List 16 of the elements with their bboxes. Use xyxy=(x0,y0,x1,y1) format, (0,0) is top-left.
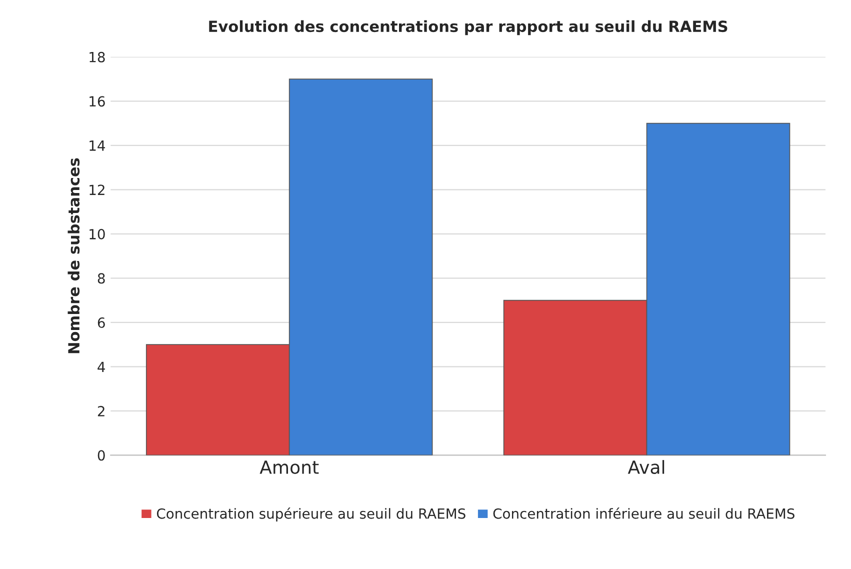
y-tick-label: 14 xyxy=(90,140,105,151)
y-tick-label: 8 xyxy=(98,273,105,284)
y-tick-label: 16 xyxy=(90,96,105,107)
y-tick-label: 4 xyxy=(98,362,105,372)
y-tick-label: 18 xyxy=(90,52,105,62)
y-tick-label: 6 xyxy=(98,317,105,328)
y-axis-title: Nombre de substances xyxy=(68,158,80,354)
y-tick-label: 0 xyxy=(98,450,105,461)
legend-label: Concentration supérieure au seuil du RAEMS xyxy=(156,508,466,522)
chart-title: Evolution des concentrations par rapport au seuil du RAEMS xyxy=(209,20,728,36)
x-tick-label: Amont xyxy=(260,460,319,474)
x-tick-label: Aval xyxy=(628,460,664,474)
y-tick-label: 10 xyxy=(90,228,105,240)
y-tick-label: 2 xyxy=(98,406,104,416)
y-tick-label: 12 xyxy=(90,184,104,195)
legend-label: Concentration inférieure au seuil du RAEMS xyxy=(493,508,794,519)
